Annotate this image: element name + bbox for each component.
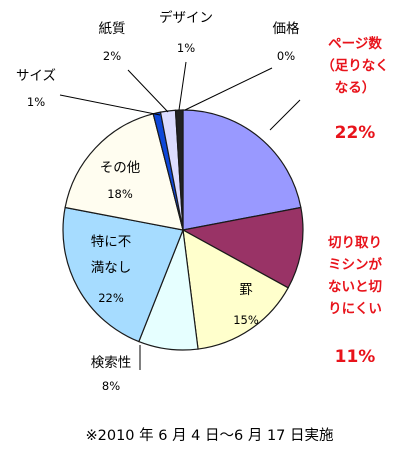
slice-value-6: 1% [27,95,45,109]
slice-value-8: 1% [177,41,195,55]
leader-line-0 [269,99,301,131]
slice-label-0: ページ数（足りなくなる） [321,35,389,96]
slice-label-2: 罫 [239,282,253,298]
pie-slice-8 [174,109,184,231]
slice-label-4: 特に不満なし [91,234,132,276]
pie-slice-1 [181,206,304,289]
slice-value-2: 15% [233,313,259,327]
slice-label-8: デザイン [159,9,213,26]
leader-line-7 [127,69,169,113]
slice-value-1: 11% [335,347,376,367]
slice-label-5: その他 [100,160,141,176]
slice-value-5: 18% [107,187,133,201]
leader-line-9 [184,67,273,111]
slice-label-7: 紙質 [99,21,126,37]
leader-line-8 [178,61,187,111]
slice-label-6: サイズ [16,68,56,84]
slice-value-4: 22% [98,291,124,305]
slice-value-3: 8% [102,379,120,393]
pie-slice-2 [182,228,289,350]
slice-label-3: 検索性 [91,355,132,371]
slice-value-9: 0% [277,49,295,63]
pie-slice-4 [62,206,184,343]
pie-slice-5 [64,113,184,231]
pie-slice-0 [182,109,302,231]
survey-period-note: ※2010 年 6 月 4 日～6 月 17 日実施 [85,428,334,444]
slice-value-0: 22% [335,123,376,143]
slice-label-9: 価格 [273,21,300,37]
slice-label-1: 切り取りミシンがないと切りにくい [328,235,382,317]
slice-value-7: 2% [103,49,121,63]
leader-line-6 [59,94,161,116]
